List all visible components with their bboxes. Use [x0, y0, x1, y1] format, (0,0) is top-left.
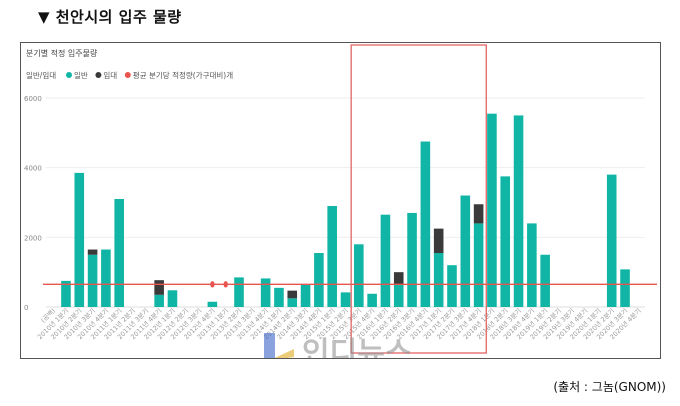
bar-general-20 [314, 253, 324, 307]
bar-general-3 [87, 254, 98, 307]
bar-general-34 [500, 176, 511, 307]
chart-canvas: 분기별 적정 입주물량 일반/임대 일반 임대 평균 분기당 적정량(가구대비)개 0… [24, 44, 657, 358]
legend-marker-0 [66, 72, 72, 78]
bar-general-30 [447, 265, 457, 307]
bar-rental-29 [433, 228, 444, 254]
legend-title: 일반/임대 [26, 71, 56, 80]
watermark-logo-bar [264, 333, 275, 358]
bar-general-14 [234, 277, 244, 307]
bar-general-21 [327, 205, 337, 307]
bar-general-18 [287, 298, 298, 307]
average-marker-1 [223, 281, 228, 288]
bar-rental-8 [154, 280, 164, 295]
bar-general-23 [354, 244, 364, 307]
bar-general-8 [154, 294, 164, 307]
legend-label-1: 임대 [103, 71, 117, 80]
chart-legend: 일반/임대 일반 임대 평균 분기당 적정량(가구대비)개 [26, 70, 233, 80]
bar-general-37 [540, 254, 550, 307]
legend-marker-1 [95, 72, 102, 78]
bar-general-43 [620, 269, 630, 307]
bar-general-35 [513, 115, 524, 308]
bar-general-25 [380, 214, 391, 307]
y-tick-0: 0 [24, 304, 28, 312]
bar-general-19 [300, 284, 311, 307]
watermark-text: 인디뉴스 [302, 336, 412, 358]
bar-general-1 [61, 280, 71, 307]
y-tick-6000: 6000 [24, 95, 42, 103]
legend-label-2: 평균 분기당 적정량(가구대비)개 [133, 70, 233, 80]
legend-label-0: 일반 [74, 71, 88, 80]
bar-general-32 [473, 223, 484, 307]
y-axis: 0 2000 4000 6000 [24, 95, 42, 312]
chart-grid [46, 97, 645, 308]
chart-bars [61, 113, 630, 308]
bar-general-29 [433, 253, 444, 307]
y-tick-2000: 2000 [24, 234, 42, 242]
watermark-logo-wedge [274, 349, 294, 358]
bar-rental-32 [473, 204, 484, 224]
bar-general-26 [393, 284, 404, 307]
bar-general-24 [367, 293, 377, 307]
source-note: (출처 : 그놈(GNOM)) [553, 380, 666, 394]
bar-general-28 [420, 141, 431, 307]
bar-general-16 [260, 278, 271, 307]
bar-general-9 [167, 290, 178, 307]
bar-general-27 [407, 212, 417, 307]
bar-general-36 [527, 223, 537, 307]
bar-general-12 [207, 301, 218, 307]
bar-rental-3 [87, 249, 98, 255]
chart-overlay: 인디뉴스 [43, 44, 657, 358]
bar-general-17 [274, 287, 284, 307]
bar-general-33 [487, 113, 497, 307]
bar-general-5 [114, 199, 125, 307]
bar-general-31 [460, 195, 471, 307]
bar-general-4 [101, 249, 111, 307]
bar-rental-26 [393, 272, 404, 285]
bar-general-22 [340, 292, 351, 307]
chart-title: 분기별 적정 입주물량 [26, 48, 98, 58]
bar-general-42 [606, 174, 617, 307]
y-tick-4000: 4000 [24, 165, 42, 173]
average-marker-0 [210, 281, 215, 288]
highlight-box [350, 44, 487, 354]
page-heading: ▼ 천안시의 입주 물량 [38, 8, 182, 26]
chart-container: 분기별 적정 입주물량 일반/임대 일반 임대 평균 분기당 적정량(가구대비)개 0… [20, 42, 661, 359]
legend-marker-2 [124, 72, 131, 78]
bar-rental-18 [287, 290, 298, 299]
bar-general-2 [74, 172, 85, 307]
